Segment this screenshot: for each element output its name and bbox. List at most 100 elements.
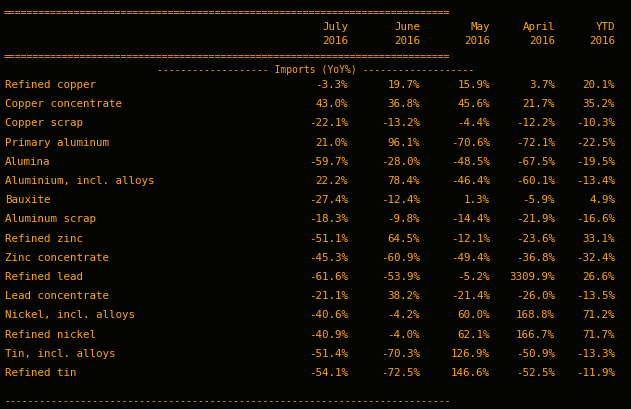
Text: -23.6%: -23.6% <box>516 233 555 243</box>
Text: Refined lead: Refined lead <box>5 271 83 281</box>
Text: -4.0%: -4.0% <box>387 329 420 339</box>
Text: -3.3%: -3.3% <box>316 80 348 90</box>
Text: -4.2%: -4.2% <box>387 310 420 319</box>
Text: May: May <box>471 22 490 32</box>
Text: -53.9%: -53.9% <box>381 271 420 281</box>
Text: -70.3%: -70.3% <box>381 348 420 358</box>
Text: -5.9%: -5.9% <box>522 195 555 204</box>
Text: -45.3%: -45.3% <box>309 252 348 262</box>
Text: 22.2%: 22.2% <box>316 175 348 186</box>
Text: -36.8%: -36.8% <box>516 252 555 262</box>
Text: -60.1%: -60.1% <box>516 175 555 186</box>
Text: -51.1%: -51.1% <box>309 233 348 243</box>
Text: Bauxite: Bauxite <box>5 195 50 204</box>
Text: -70.6%: -70.6% <box>451 137 490 147</box>
Text: 96.1%: 96.1% <box>387 137 420 147</box>
Text: -32.4%: -32.4% <box>576 252 615 262</box>
Text: -28.0%: -28.0% <box>381 156 420 166</box>
Text: YTD: YTD <box>596 22 615 32</box>
Text: -21.9%: -21.9% <box>516 214 555 224</box>
Text: 36.8%: 36.8% <box>387 99 420 109</box>
Text: 146.6%: 146.6% <box>451 367 490 377</box>
Text: -18.3%: -18.3% <box>309 214 348 224</box>
Text: -40.6%: -40.6% <box>309 310 348 319</box>
Text: -22.1%: -22.1% <box>309 118 348 128</box>
Text: -12.4%: -12.4% <box>381 195 420 204</box>
Text: -4.4%: -4.4% <box>457 118 490 128</box>
Text: -67.5%: -67.5% <box>516 156 555 166</box>
Text: -21.1%: -21.1% <box>309 290 348 301</box>
Text: Primary aluminum: Primary aluminum <box>5 137 109 147</box>
Text: 168.8%: 168.8% <box>516 310 555 319</box>
Text: -22.5%: -22.5% <box>576 137 615 147</box>
Text: -72.5%: -72.5% <box>381 367 420 377</box>
Text: ============================================================================: ========================================… <box>4 52 451 62</box>
Text: -14.4%: -14.4% <box>451 214 490 224</box>
Text: 62.1%: 62.1% <box>457 329 490 339</box>
Text: 45.6%: 45.6% <box>457 99 490 109</box>
Text: -48.5%: -48.5% <box>451 156 490 166</box>
Text: -61.6%: -61.6% <box>309 271 348 281</box>
Text: -51.4%: -51.4% <box>309 348 348 358</box>
Text: 2016: 2016 <box>529 36 555 46</box>
Text: April: April <box>522 22 555 32</box>
Text: 33.1%: 33.1% <box>582 233 615 243</box>
Text: -50.9%: -50.9% <box>516 348 555 358</box>
Text: 78.4%: 78.4% <box>387 175 420 186</box>
Text: ============================================================================: ========================================… <box>4 8 451 18</box>
Text: 19.7%: 19.7% <box>387 80 420 90</box>
Text: ------------------- Imports (YoY%) -------------------: ------------------- Imports (YoY%) -----… <box>157 65 474 75</box>
Text: -5.2%: -5.2% <box>457 271 490 281</box>
Text: Refined zinc: Refined zinc <box>5 233 83 243</box>
Text: 166.7%: 166.7% <box>516 329 555 339</box>
Text: -60.9%: -60.9% <box>381 252 420 262</box>
Text: 21.0%: 21.0% <box>316 137 348 147</box>
Text: Alumina: Alumina <box>5 156 50 166</box>
Text: -52.5%: -52.5% <box>516 367 555 377</box>
Text: -27.4%: -27.4% <box>309 195 348 204</box>
Text: ----------------------------------------------------------------------------: ----------------------------------------… <box>4 395 451 405</box>
Text: 64.5%: 64.5% <box>387 233 420 243</box>
Text: Refined copper: Refined copper <box>5 80 96 90</box>
Text: 3309.9%: 3309.9% <box>509 271 555 281</box>
Text: -13.4%: -13.4% <box>576 175 615 186</box>
Text: 1.3%: 1.3% <box>464 195 490 204</box>
Text: -10.3%: -10.3% <box>576 118 615 128</box>
Text: 2016: 2016 <box>464 36 490 46</box>
Text: -12.2%: -12.2% <box>516 118 555 128</box>
Text: -13.3%: -13.3% <box>576 348 615 358</box>
Text: Tin, incl. alloys: Tin, incl. alloys <box>5 348 115 358</box>
Text: Aluminium, incl. alloys: Aluminium, incl. alloys <box>5 175 155 186</box>
Text: 43.0%: 43.0% <box>316 99 348 109</box>
Text: 2016: 2016 <box>589 36 615 46</box>
Text: 2016: 2016 <box>322 36 348 46</box>
Text: -9.8%: -9.8% <box>387 214 420 224</box>
Text: -13.2%: -13.2% <box>381 118 420 128</box>
Text: Nickel, incl. alloys: Nickel, incl. alloys <box>5 310 135 319</box>
Text: -16.6%: -16.6% <box>576 214 615 224</box>
Text: 35.2%: 35.2% <box>582 99 615 109</box>
Text: Lead concentrate: Lead concentrate <box>5 290 109 301</box>
Text: 71.2%: 71.2% <box>582 310 615 319</box>
Text: Zinc concentrate: Zinc concentrate <box>5 252 109 262</box>
Text: -54.1%: -54.1% <box>309 367 348 377</box>
Text: -59.7%: -59.7% <box>309 156 348 166</box>
Text: -13.5%: -13.5% <box>576 290 615 301</box>
Text: -21.4%: -21.4% <box>451 290 490 301</box>
Text: Copper concentrate: Copper concentrate <box>5 99 122 109</box>
Text: -19.5%: -19.5% <box>576 156 615 166</box>
Text: July: July <box>322 22 348 32</box>
Text: 26.6%: 26.6% <box>582 271 615 281</box>
Text: Refined nickel: Refined nickel <box>5 329 96 339</box>
Text: 71.7%: 71.7% <box>582 329 615 339</box>
Text: 60.0%: 60.0% <box>457 310 490 319</box>
Text: 2016: 2016 <box>394 36 420 46</box>
Text: -12.1%: -12.1% <box>451 233 490 243</box>
Text: 20.1%: 20.1% <box>582 80 615 90</box>
Text: Aluminum scrap: Aluminum scrap <box>5 214 96 224</box>
Text: 15.9%: 15.9% <box>457 80 490 90</box>
Text: 126.9%: 126.9% <box>451 348 490 358</box>
Text: June: June <box>394 22 420 32</box>
Text: 3.7%: 3.7% <box>529 80 555 90</box>
Text: 4.9%: 4.9% <box>589 195 615 204</box>
